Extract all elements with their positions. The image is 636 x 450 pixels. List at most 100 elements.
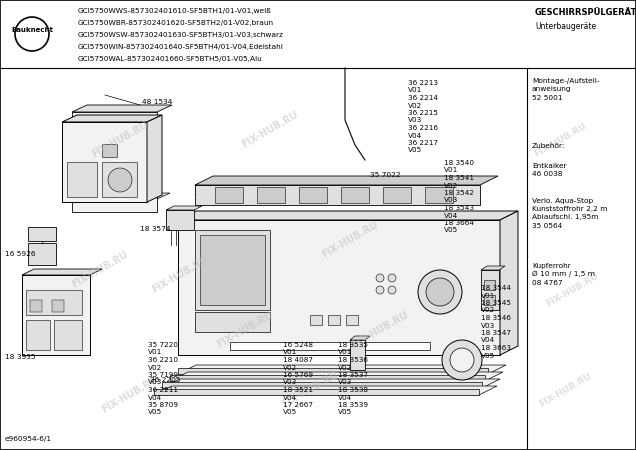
Polygon shape — [257, 187, 285, 203]
Text: 35 7022: 35 7022 — [370, 172, 401, 178]
Circle shape — [108, 168, 132, 192]
Polygon shape — [484, 280, 495, 290]
Text: GCI5750WSW-857302401630-SF5BTH3/01-V03,schwarz: GCI5750WSW-857302401630-SF5BTH3/01-V03,s… — [78, 32, 284, 38]
Polygon shape — [28, 227, 56, 241]
Text: FIX-HUB.RU: FIX-HUB.RU — [544, 271, 600, 309]
Polygon shape — [328, 315, 340, 325]
Text: FIX-HUB.RU: FIX-HUB.RU — [100, 375, 160, 415]
Text: e960954-6/1: e960954-6/1 — [5, 436, 52, 442]
Polygon shape — [215, 187, 243, 203]
Circle shape — [376, 286, 384, 294]
Polygon shape — [26, 290, 82, 315]
Text: Montage-/Aufstell-
anweisung
52 5001: Montage-/Aufstell- anweisung 52 5001 — [532, 78, 600, 100]
Text: 18 3540
V01
18 3541
V02
18 3542
V03
18 3543
V04
18 3664
V05: 18 3540 V01 18 3541 V02 18 3542 V03 18 3… — [444, 160, 474, 234]
Polygon shape — [195, 185, 480, 205]
Text: Entkalker
46 0038: Entkalker 46 0038 — [532, 163, 567, 177]
Polygon shape — [147, 115, 162, 202]
Text: FIX-HUB.RU: FIX-HUB.RU — [350, 310, 410, 350]
Circle shape — [15, 17, 49, 51]
Text: FIX-HUB.RU: FIX-HUB.RU — [280, 370, 340, 410]
Polygon shape — [346, 315, 358, 325]
Polygon shape — [65, 193, 170, 200]
Polygon shape — [170, 375, 485, 381]
Text: Zubehör:: Zubehör: — [532, 143, 565, 149]
Polygon shape — [299, 187, 327, 203]
Polygon shape — [154, 389, 479, 395]
Text: GCI5750WWS-857302401610-SF5BTH1/01-V01,weiß: GCI5750WWS-857302401610-SF5BTH1/01-V01,w… — [78, 8, 272, 14]
Text: Bauknecht: Bauknecht — [11, 27, 53, 33]
Polygon shape — [162, 379, 500, 388]
Text: FIX-HUB.RU: FIX-HUB.RU — [215, 310, 275, 350]
Text: GCI5750WAL-857302401660-SF5BTH5/01-V05,Alu: GCI5750WAL-857302401660-SF5BTH5/01-V05,A… — [78, 56, 263, 62]
Text: FIX-HUB.RU: FIX-HUB.RU — [240, 110, 300, 150]
Polygon shape — [481, 266, 505, 270]
Polygon shape — [72, 105, 172, 112]
Text: Verlo. Aqua-Stop
Kunststoffrohr 2,2 m
Ablaufschl. 1,95m
35 0564: Verlo. Aqua-Stop Kunststoffrohr 2,2 m Ab… — [532, 198, 607, 229]
Polygon shape — [195, 230, 270, 310]
Circle shape — [376, 274, 384, 282]
Polygon shape — [62, 122, 147, 202]
Polygon shape — [154, 386, 497, 395]
Polygon shape — [178, 211, 518, 220]
Text: 16 5248
V01
18 4087
V02
16 5769
V03
18 3521
V04
17 2667
V05: 16 5248 V01 18 4087 V02 16 5769 V03 18 3… — [283, 342, 313, 415]
Polygon shape — [230, 342, 430, 350]
Polygon shape — [22, 269, 102, 275]
Polygon shape — [62, 115, 162, 122]
Polygon shape — [26, 320, 50, 350]
Text: 36 2213
V01
36 2214
V02
36 2215
V03
36 2216
V04
36 2217
V05: 36 2213 V01 36 2214 V02 36 2215 V03 36 2… — [408, 80, 438, 153]
Circle shape — [418, 270, 462, 314]
Text: 18 3535
V01
18 3536
V02
18 3537
V03
18 3538
V04
18 3539
V05: 18 3535 V01 18 3536 V02 18 3537 V03 18 3… — [338, 342, 368, 415]
Polygon shape — [484, 295, 495, 305]
Polygon shape — [341, 187, 369, 203]
Text: 18 3544
V01
18 3545
V02
18 3546
V03
18 3547
V04
18 3663
V05: 18 3544 V01 18 3545 V02 18 3546 V03 18 3… — [481, 285, 511, 359]
Circle shape — [388, 274, 396, 282]
Text: 35 7220
V01
36 2210
V02
35 7199
V03
36 2211
V04
35 8709
V05: 35 7220 V01 36 2210 V02 35 7199 V03 36 2… — [148, 342, 178, 415]
Circle shape — [426, 278, 454, 306]
Polygon shape — [310, 315, 322, 325]
Circle shape — [450, 348, 474, 372]
Text: Unterbaugeräte: Unterbaugeräte — [535, 22, 596, 31]
Polygon shape — [102, 162, 137, 197]
Polygon shape — [30, 300, 42, 312]
Polygon shape — [481, 270, 499, 310]
Polygon shape — [383, 187, 411, 203]
Circle shape — [442, 340, 482, 380]
Polygon shape — [102, 144, 117, 157]
Text: FIX-HUB.RU: FIX-HUB.RU — [90, 120, 150, 160]
Polygon shape — [178, 220, 500, 355]
Text: FIX-HUB.RU: FIX-HUB.RU — [150, 255, 210, 295]
Polygon shape — [22, 275, 90, 355]
Polygon shape — [166, 206, 202, 210]
Text: GCI5750WIN-857302401640-SF5BTH4/01-V04,Edelstahl: GCI5750WIN-857302401640-SF5BTH4/01-V04,E… — [78, 44, 284, 50]
Polygon shape — [54, 320, 82, 350]
Text: FIX-HUB.RU: FIX-HUB.RU — [537, 371, 593, 409]
Polygon shape — [195, 176, 498, 185]
Polygon shape — [500, 211, 518, 355]
Text: Kupferrohr
Ø 10 mm / 1,5 m
08 4767: Kupferrohr Ø 10 mm / 1,5 m 08 4767 — [532, 263, 595, 286]
Polygon shape — [52, 300, 64, 312]
Text: FIX-HUB.RU: FIX-HUB.RU — [70, 250, 130, 290]
Text: FIX-HUB.RU: FIX-HUB.RU — [320, 220, 380, 260]
Polygon shape — [166, 210, 194, 230]
Polygon shape — [72, 112, 157, 212]
Text: 48 1534: 48 1534 — [142, 99, 172, 105]
Polygon shape — [425, 187, 453, 203]
Polygon shape — [178, 368, 488, 374]
Polygon shape — [350, 336, 370, 340]
Text: GCI5750WBR-857302401620-SF5BTH2/01-V02,braun: GCI5750WBR-857302401620-SF5BTH2/01-V02,b… — [78, 20, 274, 26]
Text: GESCHIRRSPÜLGERÄTE: GESCHIRRSPÜLGERÄTE — [535, 8, 636, 17]
Polygon shape — [162, 382, 482, 388]
Polygon shape — [195, 312, 270, 332]
Polygon shape — [178, 365, 506, 374]
Polygon shape — [67, 162, 97, 197]
Polygon shape — [170, 372, 503, 381]
Polygon shape — [28, 243, 56, 265]
Circle shape — [388, 286, 396, 294]
Text: 18 3935: 18 3935 — [5, 354, 36, 360]
Text: 36 2205: 36 2205 — [150, 377, 181, 383]
Text: 18 3574: 18 3574 — [140, 226, 170, 232]
Text: 16 5926: 16 5926 — [5, 251, 36, 257]
Polygon shape — [350, 340, 365, 370]
Polygon shape — [200, 235, 265, 305]
Text: FIX-HUB.RU: FIX-HUB.RU — [532, 122, 588, 159]
